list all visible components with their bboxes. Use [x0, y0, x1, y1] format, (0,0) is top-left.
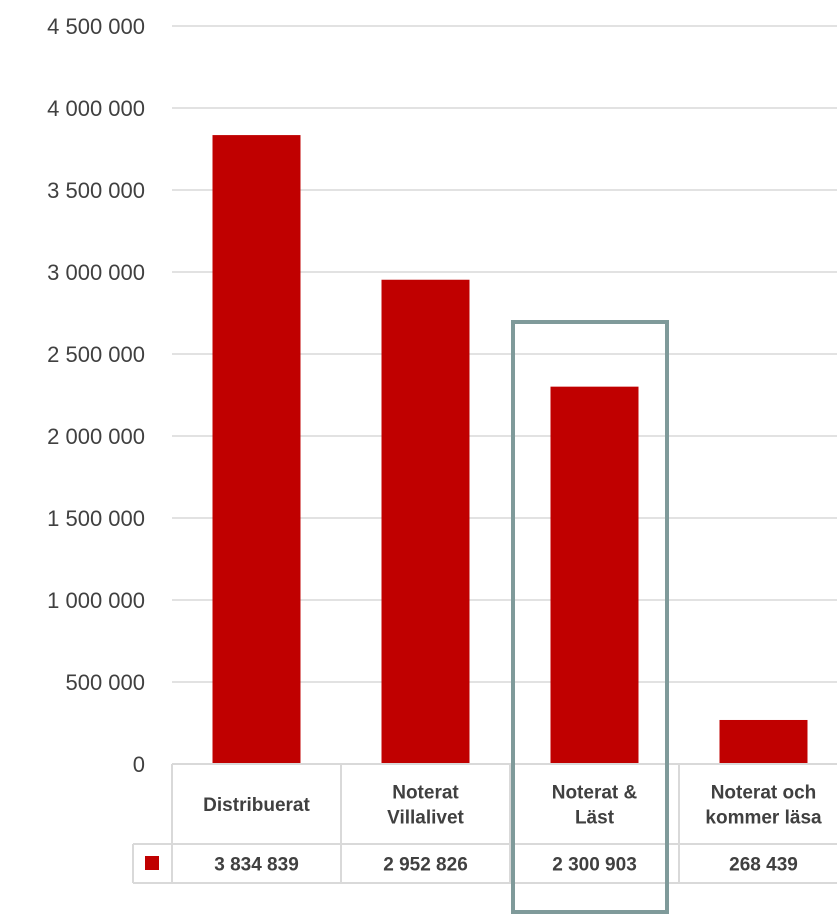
y-tick-label: 4 500 000 — [47, 14, 145, 39]
y-tick-label: 2 000 000 — [47, 424, 145, 449]
category-label: Distribuerat — [203, 795, 310, 816]
category-label: Läst — [575, 808, 615, 829]
category-label: Villalivet — [387, 808, 464, 829]
highlight-box — [511, 320, 669, 914]
y-tick-label: 3 000 000 — [47, 260, 145, 285]
bar — [550, 386, 639, 764]
category-label: kommer läsa — [705, 808, 822, 829]
data-table: Distribuerat Noterat Villalivet Noterat & Lä… — [132, 763, 837, 884]
y-tick-label: 4 000 000 — [47, 96, 145, 121]
legend-key — [145, 856, 159, 870]
category-label: Noterat — [392, 783, 459, 804]
category-label: Noterat och — [711, 783, 817, 804]
highlight-frame — [511, 320, 669, 914]
y-tick-label: 500 000 — [65, 670, 145, 695]
y-tick-label: 1 000 000 — [47, 588, 145, 613]
y-tick-label: 0 — [133, 752, 145, 777]
y-tick-label: 3 500 000 — [47, 178, 145, 203]
bars — [212, 135, 808, 764]
bar — [381, 279, 470, 764]
category-label: Noterat & — [552, 783, 638, 804]
value-label: 2 300 903 — [552, 855, 637, 876]
value-label: 2 952 826 — [383, 855, 468, 876]
value-label: 3 834 839 — [214, 855, 299, 876]
bar — [719, 719, 808, 764]
value-label: 268 439 — [729, 855, 798, 876]
y-tick-label: 1 500 000 — [47, 506, 145, 531]
y-axis-ticks: 0 500 000 1 000 000 1 500 000 2 000 000 2 500… — [47, 14, 145, 777]
y-tick-label: 2 500 000 — [47, 342, 145, 367]
bar — [212, 135, 301, 764]
